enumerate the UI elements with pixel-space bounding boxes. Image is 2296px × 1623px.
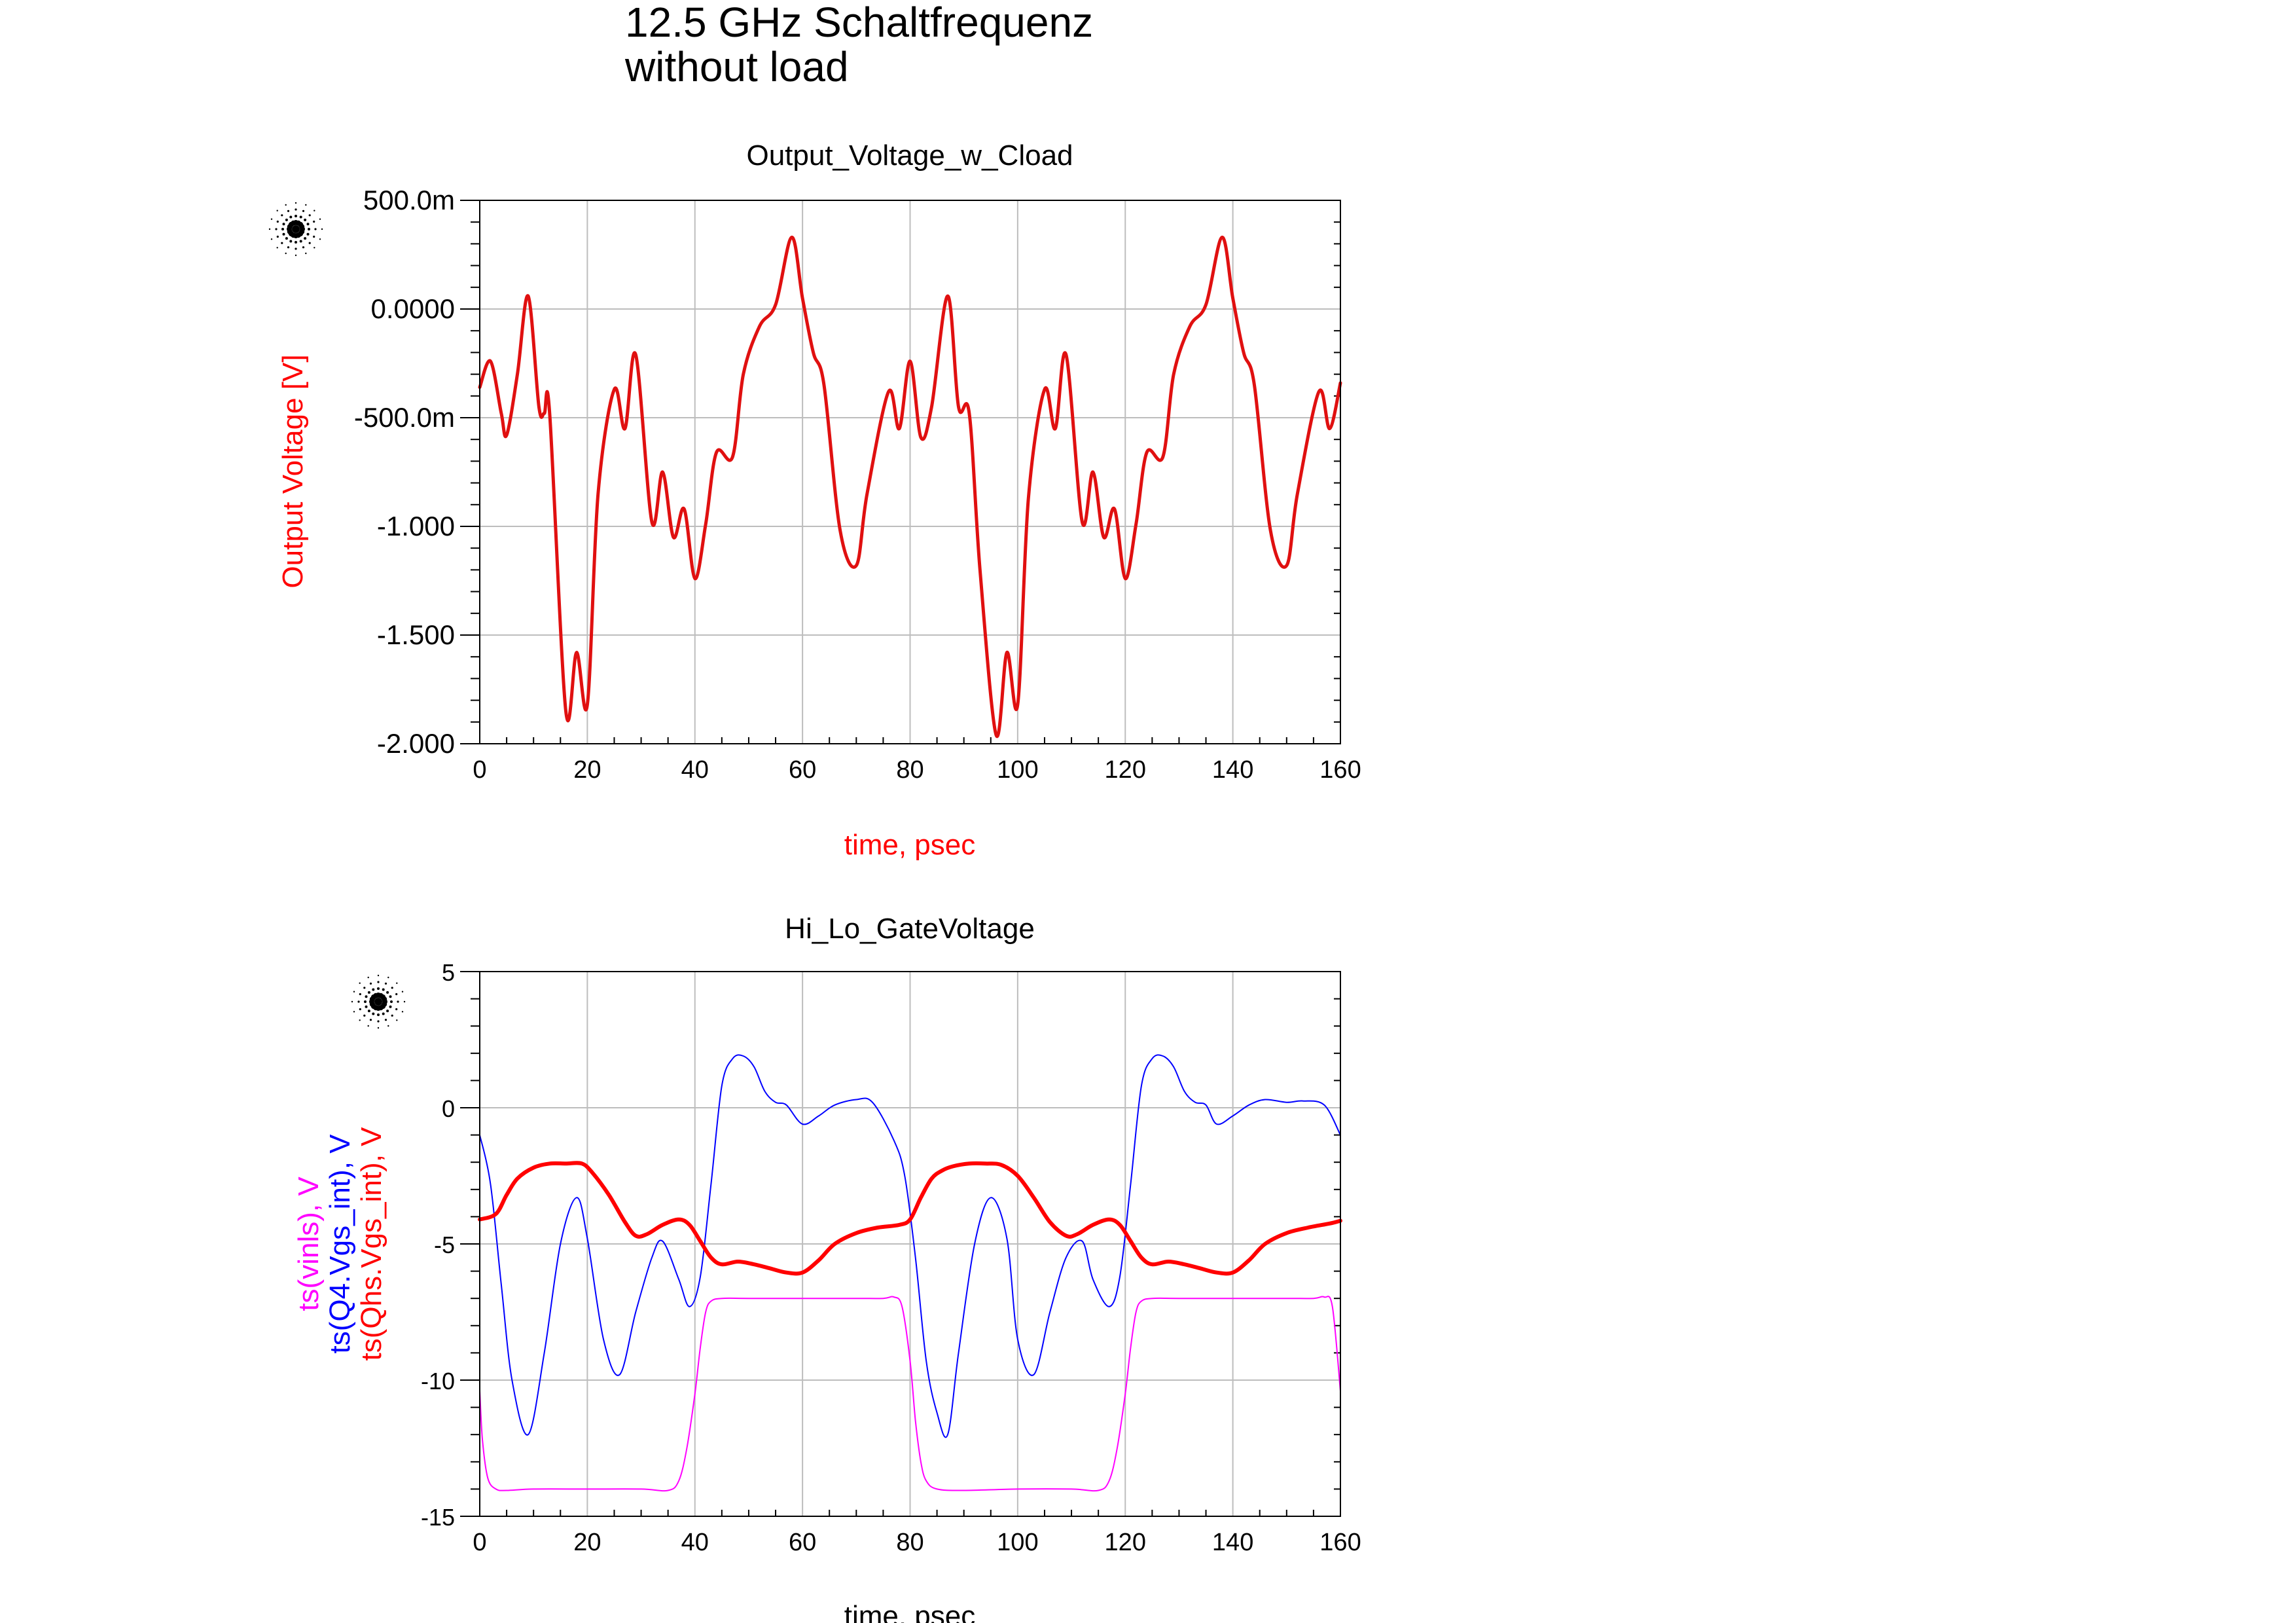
x-tick-label: 60 — [789, 1529, 816, 1556]
x-tick-label: 20 — [573, 756, 601, 784]
y-tick-label: -2.000 — [377, 728, 455, 759]
chart1-frame — [479, 200, 1341, 744]
chart2-grid — [480, 972, 1340, 1516]
chart1-x-axis-label: time, psec — [844, 829, 976, 861]
chart2-y-tick-labels: 5 0 -5 -10 -15 — [421, 959, 455, 1531]
x-tick-label: 20 — [573, 1529, 601, 1556]
heading-line-2: without load — [625, 43, 849, 90]
series-line-1 — [479, 1296, 1341, 1492]
chart1-y-tick-labels: 500.0m 0.0000 -500.0m -1.000 -1.500 -2.000 — [354, 185, 455, 759]
chart1-x-tick-labels: 0 20 40 60 80 100 120 140 160 — [473, 756, 1361, 784]
x-tick-label: 80 — [896, 756, 924, 784]
chart2-frame — [479, 971, 1341, 1517]
legend-label-1: ts(vinls), V — [293, 1176, 325, 1311]
y-tick-label: 500.0m — [363, 185, 455, 215]
series-line-2 — [479, 1054, 1341, 1438]
x-tick-label: 120 — [1105, 756, 1146, 784]
chart1-title: Output_Voltage_w_Cload — [746, 139, 1073, 172]
x-tick-label: 0 — [473, 1529, 486, 1556]
agilent-starburst-icon — [268, 202, 323, 257]
y-tick-label: -15 — [421, 1504, 455, 1531]
chart2-x-axis-label: time, psec — [844, 1600, 976, 1623]
series-line-1 — [478, 235, 1342, 739]
chart1-series — [478, 235, 1342, 739]
series-line-3 — [478, 1161, 1342, 1276]
x-tick-label: 80 — [896, 1529, 924, 1556]
agilent-starburst-icon — [351, 974, 406, 1029]
x-tick-label: 120 — [1105, 1529, 1146, 1556]
chart1-grid — [480, 200, 1340, 744]
y-tick-label: -10 — [421, 1368, 455, 1395]
chart2-x-tick-labels: 0 20 40 60 80 100 120 140 160 — [473, 1529, 1361, 1556]
x-tick-label: 40 — [681, 756, 709, 784]
x-tick-label: 100 — [997, 756, 1038, 784]
x-tick-label: 0 — [473, 756, 486, 784]
output-voltage-chart: Output_Voltage_w_Cload 0 20 40 60 80 100 120 14… — [268, 139, 1361, 861]
chart2-series — [478, 1054, 1342, 1492]
y-tick-label: 0.0000 — [371, 293, 455, 324]
heading-line-1: 12.5 GHz Schaltfrequenz — [625, 0, 1094, 46]
x-tick-label: 140 — [1212, 756, 1253, 784]
y-tick-label: -5 — [434, 1231, 455, 1258]
y-tick-label: -1.000 — [377, 511, 455, 541]
y-tick-label: -500.0m — [354, 402, 455, 433]
x-tick-label: 160 — [1319, 1529, 1361, 1556]
y-tick-label: 5 — [442, 959, 455, 986]
legend-label-2: ts(Q4.Vgs_int), V — [324, 1134, 356, 1354]
x-tick-label: 60 — [789, 756, 816, 784]
x-tick-label: 100 — [997, 1529, 1038, 1556]
x-tick-label: 140 — [1212, 1529, 1253, 1556]
chart1-minor-ticks — [460, 200, 1340, 744]
x-tick-label: 160 — [1319, 756, 1361, 784]
chart1-y-axis-label: Output Voltage [V] — [277, 354, 309, 588]
x-tick-label: 40 — [681, 1529, 709, 1556]
y-tick-label: -1.500 — [377, 619, 455, 650]
chart2-minor-ticks — [460, 971, 1340, 1517]
chart2-title: Hi_Lo_GateVoltage — [785, 913, 1035, 945]
page-heading: 12.5 GHz Schaltfrequenz without load — [625, 0, 1093, 89]
gate-voltage-chart: Hi_Lo_GateVoltage 0 20 40 60 80 100 120 140 160 … — [293, 913, 1361, 1623]
legend-label-3: ts(Qhs.Vgs_int), V — [355, 1127, 387, 1361]
y-tick-label: 0 — [442, 1095, 455, 1122]
